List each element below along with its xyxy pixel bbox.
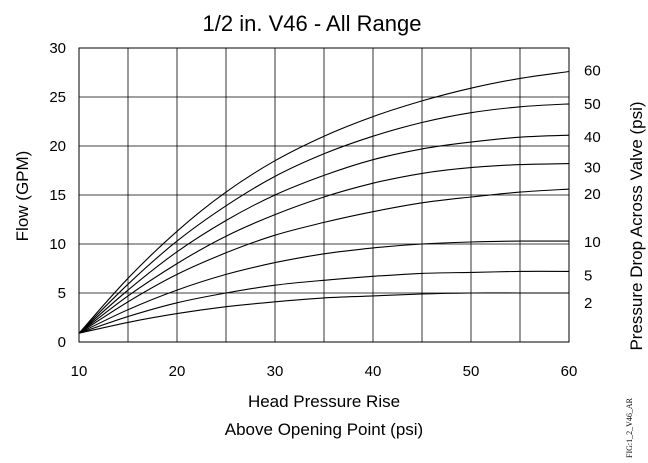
series-line-60 (78, 70, 570, 334)
y-axis-label: Flow (GPM) (13, 151, 32, 242)
y-tick-label: 10 (49, 236, 66, 253)
x-tick-label: 30 (267, 363, 284, 380)
y-tick-labels: 0 5 10 15 20 25 30 (49, 40, 66, 351)
series-line-10 (78, 240, 570, 334)
y-tick-label: 0 (58, 334, 66, 351)
series-line-20 (78, 188, 570, 334)
x-tick-label: 40 (365, 363, 382, 380)
series-label-2: 2 (584, 295, 592, 312)
series-label-10: 10 (584, 234, 601, 251)
x-axis-label-line2: Above Opening Point (psi) (225, 420, 423, 439)
series-line-50 (78, 103, 570, 334)
series-label-60: 60 (584, 63, 601, 80)
series-label-30: 30 (584, 160, 601, 177)
series-line-2 (78, 292, 569, 334)
x-tick-labels: 10 20 30 40 50 60 (71, 363, 578, 380)
series-line-40 (78, 134, 570, 334)
x-tick-label: 20 (169, 363, 186, 380)
x-axis-label-line1: Head Pressure Rise (248, 392, 400, 411)
plot-frame (78, 47, 570, 343)
series-curves (78, 70, 570, 334)
y-tick-label: 5 (58, 285, 66, 302)
series-label-50: 50 (584, 96, 601, 113)
y-tick-label: 25 (49, 89, 66, 106)
x-tick-label: 60 (561, 363, 578, 380)
x-tick-label: 10 (71, 363, 88, 380)
series-line-5 (78, 270, 570, 334)
series-labels: 60 50 40 30 20 10 5 2 (584, 63, 601, 312)
y-tick-label: 15 (49, 187, 66, 204)
series-label-5: 5 (584, 267, 592, 284)
y-tick-label: 30 (49, 40, 66, 57)
series-line-30 (78, 163, 570, 334)
x-tick-label: 50 (463, 363, 480, 380)
figure-id: FIG:1_2_V46_AR (625, 397, 634, 458)
y2-axis-label: Pressure Drop Across Valve (psi) (627, 101, 646, 350)
y-tick-label: 20 (49, 138, 66, 155)
series-label-40: 40 (584, 129, 601, 146)
chart-title: 1/2 in. V46 - All Range (203, 11, 422, 36)
series-label-20: 20 (584, 186, 601, 203)
